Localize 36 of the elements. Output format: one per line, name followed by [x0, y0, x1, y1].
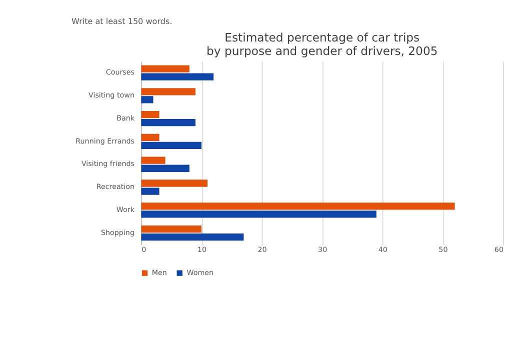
- bar: [141, 142, 202, 150]
- bar: [141, 202, 455, 210]
- y-tick-label: Visiting friends: [81, 159, 135, 168]
- y-tick-label: Recreation: [96, 182, 134, 192]
- x-tick-label: 30: [318, 245, 328, 254]
- bar: [141, 96, 154, 104]
- text: Estimated percentage of car trips: [224, 30, 420, 45]
- bar: [141, 164, 190, 172]
- bar: [141, 88, 196, 96]
- x-tick-label: 40: [378, 245, 388, 254]
- bar: [141, 65, 190, 72]
- y-tick-label: Visiting town: [88, 90, 134, 100]
- bar: [141, 225, 202, 233]
- bar: [141, 110, 160, 118]
- bar: [141, 156, 166, 164]
- y-tick-label: Bank: [116, 113, 136, 122]
- bar: [141, 180, 208, 187]
- x-tick-label: 60: [494, 245, 504, 254]
- bar: [141, 210, 376, 218]
- x-tick-label: 20: [258, 245, 268, 254]
- y-tick-label: Courses: [106, 68, 135, 77]
- bar: [141, 134, 160, 142]
- x-tick-label: 50: [438, 245, 448, 254]
- bar: [141, 233, 244, 241]
- x-tick-label: 0: [142, 245, 147, 254]
- x-tick-label: 10: [197, 245, 207, 254]
- legend-label: Women: [186, 268, 214, 277]
- bar: [141, 188, 160, 195]
- bar: [141, 119, 196, 126]
- legend-label: Men: [152, 268, 167, 277]
- y-tick-label: Shopping: [101, 228, 134, 237]
- text: by purpose and gender of drivers, 2005: [206, 44, 438, 58]
- y-tick-label: Work: [116, 204, 136, 214]
- bar: [141, 73, 214, 80]
- text: Write at least 150 words.: [71, 16, 172, 26]
- y-tick-label: Running Errands: [76, 136, 135, 146]
